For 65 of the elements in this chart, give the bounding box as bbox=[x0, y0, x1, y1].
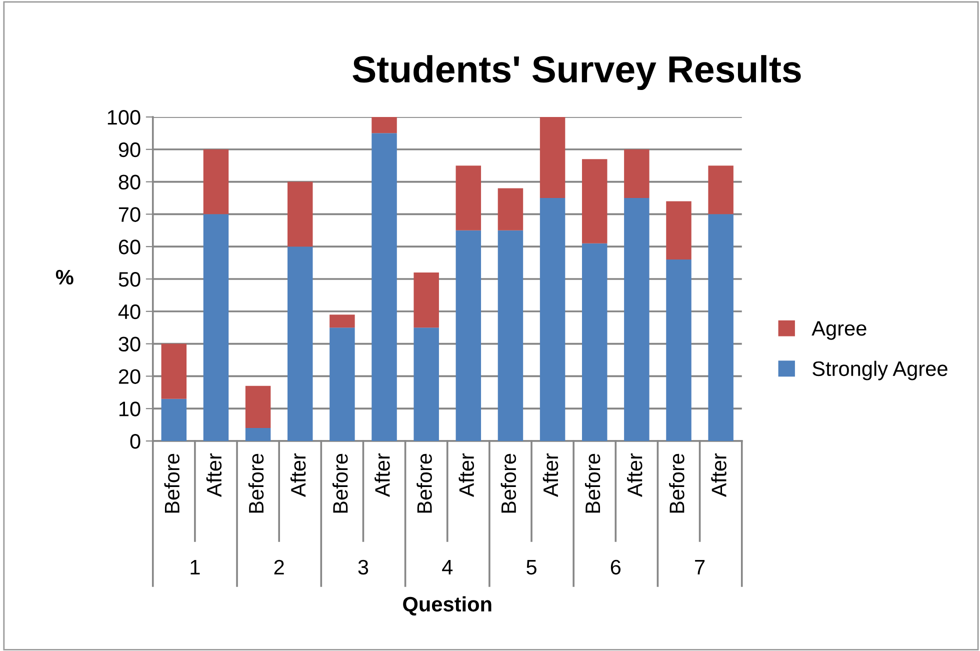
bar bbox=[288, 246, 313, 441]
x-tick-label: Before bbox=[669, 454, 684, 513]
bar bbox=[330, 314, 355, 328]
x-tick-label: After bbox=[206, 453, 222, 497]
bar bbox=[372, 133, 397, 441]
legend-label: Strongly Agree bbox=[812, 360, 948, 380]
y-tick-label: 30 bbox=[118, 336, 140, 352]
bar bbox=[582, 159, 608, 244]
y-tick-label: 70 bbox=[118, 207, 140, 222]
y-tick-label: 100 bbox=[108, 110, 140, 125]
text: 2 bbox=[274, 560, 284, 574]
x-tick-label: After bbox=[290, 453, 306, 497]
bar bbox=[666, 260, 692, 441]
x-axis-title: Question bbox=[403, 596, 492, 616]
y-tick-label: 20 bbox=[118, 369, 140, 384]
text: 1 bbox=[190, 560, 200, 574]
x-tick-label: Before bbox=[248, 454, 264, 513]
y-tick-label: 50 bbox=[118, 272, 140, 287]
x-tick-label: Before bbox=[500, 454, 516, 513]
y-tick-label: 10 bbox=[119, 402, 140, 416]
y-tick-label: 40 bbox=[118, 304, 140, 320]
bar bbox=[456, 166, 482, 230]
x-tick-label: Before bbox=[584, 454, 600, 513]
bar bbox=[498, 230, 524, 441]
x-tick-label: After bbox=[626, 453, 642, 497]
bar bbox=[288, 182, 313, 247]
legend-label: Agree bbox=[812, 321, 866, 340]
x-tick-label: After bbox=[542, 453, 558, 497]
y-axis-title: % bbox=[56, 270, 74, 285]
y-tick-label: 60 bbox=[118, 240, 140, 254]
bar bbox=[708, 214, 734, 441]
bar bbox=[708, 166, 734, 214]
x-tick-label: Before bbox=[416, 454, 432, 513]
bar bbox=[372, 116, 397, 134]
text: 7 bbox=[695, 560, 705, 574]
bar bbox=[456, 230, 482, 441]
bar bbox=[203, 149, 229, 214]
bar bbox=[498, 188, 524, 230]
x-tick-label: Before bbox=[332, 454, 348, 513]
bar bbox=[666, 201, 692, 260]
bar bbox=[624, 198, 650, 441]
bar bbox=[414, 272, 439, 328]
bar bbox=[540, 198, 566, 441]
bar bbox=[245, 428, 271, 441]
bar bbox=[582, 243, 608, 441]
bar bbox=[330, 328, 355, 441]
text: 6 bbox=[610, 560, 621, 575]
bar bbox=[624, 149, 650, 198]
y-tick-label: 0 bbox=[130, 434, 140, 449]
chart-title: Students' Survey Results bbox=[352, 55, 801, 90]
bar bbox=[245, 386, 271, 428]
text: 4 bbox=[442, 560, 453, 574]
bar bbox=[161, 344, 187, 399]
bar bbox=[540, 116, 566, 198]
x-tick-label: After bbox=[711, 453, 726, 497]
bar bbox=[161, 398, 187, 441]
y-tick-label: 90 bbox=[118, 142, 140, 158]
x-tick-label: After bbox=[374, 453, 390, 497]
text: 5 bbox=[526, 560, 536, 575]
x-tick-label: After bbox=[458, 453, 474, 497]
text: 3 bbox=[358, 560, 368, 575]
bar bbox=[203, 214, 229, 441]
y-tick-label: 80 bbox=[118, 174, 140, 190]
x-tick-label: Before bbox=[164, 454, 180, 513]
bar bbox=[414, 328, 439, 441]
